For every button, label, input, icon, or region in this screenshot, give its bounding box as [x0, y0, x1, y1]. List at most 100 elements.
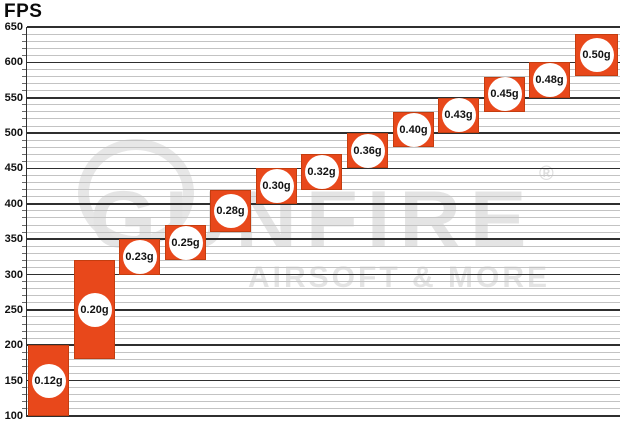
grid-line-minor	[27, 196, 620, 198]
y-axis-tick-label: 600	[4, 56, 23, 69]
grid-line-major	[27, 132, 620, 134]
y-axis-tick	[22, 104, 26, 106]
bb-weight-bar: 0.43g	[438, 97, 479, 134]
y-axis-tick	[22, 210, 26, 212]
y-axis-tick-label: 100	[4, 410, 23, 422]
bb-weight-bar: 0.45g	[484, 76, 525, 112]
y-axis-tick	[22, 54, 26, 56]
bb-weight-badge: 0.43g	[441, 98, 476, 133]
bb-weight-badge: 0.50g	[579, 38, 614, 73]
grid-line-minor	[27, 281, 620, 283]
bb-weight-badge: 0.20g	[77, 292, 112, 327]
grid-line-minor	[27, 323, 620, 325]
y-axis-tick-label: 200	[4, 339, 23, 352]
y-axis-tick	[22, 76, 26, 77]
grid-line-minor	[27, 217, 620, 219]
grid-line-minor	[27, 316, 620, 318]
y-axis-tick	[22, 295, 26, 297]
grid-line-minor	[27, 76, 620, 77]
grid-line-minor	[27, 47, 620, 49]
y-axis-line	[25, 27, 28, 417]
bb-weight-bar: 0.12g	[28, 345, 69, 416]
y-axis-tick-label: 550	[4, 91, 23, 104]
y-axis-tick	[22, 182, 26, 184]
bb-weight-bar: 0.30g	[256, 168, 297, 204]
grid-line-major	[27, 273, 620, 276]
y-axis-tick	[22, 387, 26, 389]
bb-weight-badge: 0.30g	[259, 169, 294, 204]
grid-line-minor	[27, 245, 620, 247]
bb-weight-label: 0.45g	[490, 88, 519, 101]
bb-weight-badge: 0.40g	[396, 112, 431, 147]
bb-weight-label: 0.43g	[444, 109, 473, 122]
y-axis-tick	[22, 118, 26, 120]
chart-title: FPS	[4, 1, 43, 22]
grid-line-minor	[27, 90, 620, 92]
bb-weight-bar: 0.40g	[393, 111, 434, 148]
bb-weight-bar: 0.32g	[301, 154, 342, 190]
grid-line-major	[27, 26, 620, 28]
grid-line-minor	[27, 125, 620, 127]
y-axis-tick	[22, 33, 26, 35]
y-axis-tick	[22, 373, 26, 375]
grid-line-major	[27, 344, 620, 347]
grid-line-minor	[27, 295, 620, 297]
y-axis-tick	[22, 111, 26, 113]
grid-line-minor	[27, 302, 620, 304]
y-axis-tick	[22, 189, 26, 191]
grid-line-minor	[27, 408, 620, 410]
y-axis-tick	[22, 259, 26, 261]
grid-line-minor	[27, 337, 620, 339]
y-axis-tick	[22, 337, 26, 339]
grid-line-major	[27, 61, 620, 64]
bb-weight-label: 0.36g	[353, 144, 382, 157]
grid-line-minor	[27, 259, 620, 261]
grid-line-minor	[27, 146, 620, 148]
y-axis-tick	[22, 358, 26, 360]
y-axis-tick	[22, 196, 26, 198]
grid-line-minor	[27, 83, 620, 85]
y-axis-tick	[22, 316, 26, 318]
bb-weight-label: 0.20g	[80, 303, 109, 316]
grid-line-minor	[27, 54, 620, 56]
grid-line-minor	[27, 373, 620, 375]
bb-weight-bar: 0.25g	[165, 225, 206, 261]
y-axis-tick	[22, 217, 26, 219]
bb-weight-badge: 0.23g	[122, 239, 157, 274]
grid-line-minor	[27, 104, 620, 106]
grid-line-minor	[27, 288, 620, 290]
grid-line-minor	[27, 394, 620, 396]
y-axis-tick	[22, 408, 26, 410]
grid-line-major	[27, 96, 620, 99]
y-axis-tick-label: 300	[4, 268, 23, 281]
bb-weight-badge: 0.25g	[168, 225, 203, 260]
grid-line-major	[27, 309, 620, 311]
grid-line-minor	[27, 231, 620, 233]
bb-weight-bar: 0.28g	[210, 189, 251, 233]
bb-weight-bar: 0.48g	[529, 62, 570, 98]
y-axis-tick	[22, 160, 26, 162]
y-axis-tick	[22, 288, 26, 290]
y-axis-tick	[22, 394, 26, 396]
bb-weight-label: 0.23g	[125, 250, 154, 263]
grid-line-minor	[27, 224, 620, 226]
bb-weight-badge: 0.32g	[304, 154, 339, 189]
y-axis-tick	[22, 68, 26, 70]
y-axis-tick	[22, 224, 26, 226]
y-axis-tick	[22, 125, 26, 127]
bb-weight-label: 0.30g	[262, 180, 291, 193]
grid-line-minor	[27, 365, 620, 367]
y-axis-tick	[22, 231, 26, 233]
y-axis-tick	[22, 47, 26, 49]
bb-weight-badge: 0.28g	[213, 193, 248, 228]
y-axis-tick-label: 450	[4, 162, 23, 175]
y-axis-tick-label: 350	[4, 233, 23, 246]
y-axis-tick	[22, 153, 26, 155]
bb-weight-badge: 0.36g	[350, 133, 385, 168]
grid-line-minor	[27, 252, 620, 254]
grid-line-minor	[27, 358, 620, 360]
bb-weight-label: 0.32g	[307, 165, 336, 178]
grid-line-minor	[27, 387, 620, 389]
